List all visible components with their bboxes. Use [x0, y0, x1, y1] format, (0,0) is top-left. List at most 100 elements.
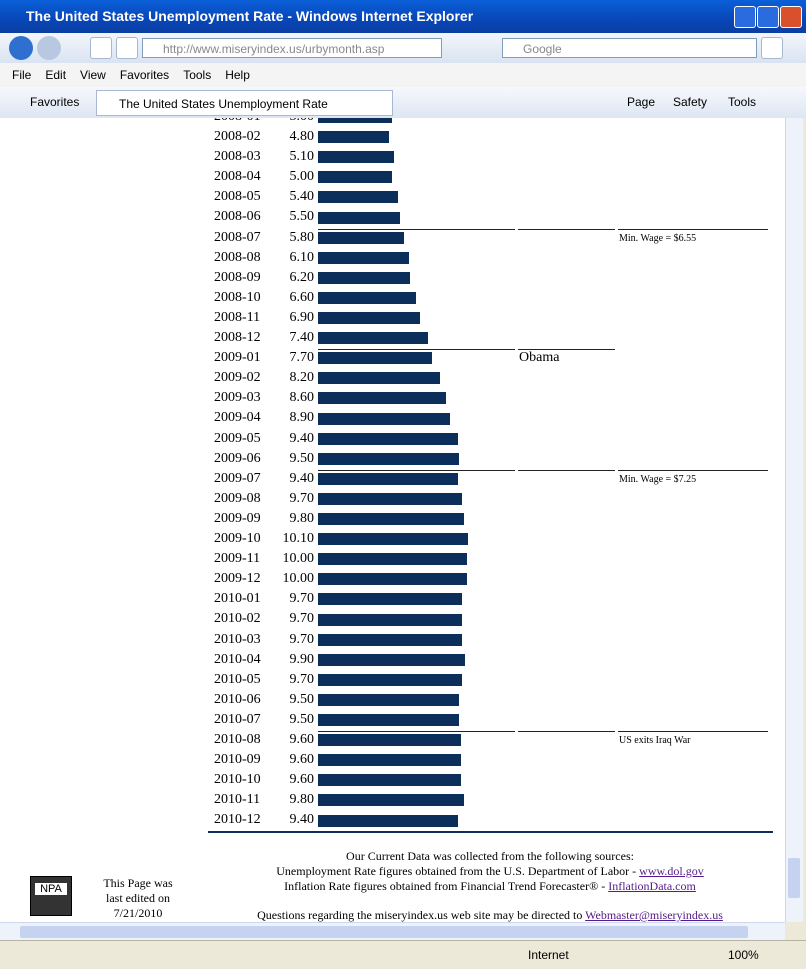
menu-item[interactable]: Edit [45, 68, 67, 82]
rate: 9.60 [289, 772, 315, 788]
rate: 5.00 [289, 169, 315, 185]
maximize-button[interactable] [757, 6, 779, 28]
search-button[interactable] [761, 37, 783, 59]
divider [518, 228, 615, 230]
month: 2010-03 [214, 631, 261, 647]
rate-bar [318, 151, 394, 164]
month: 2009-11 [214, 551, 261, 567]
command-button[interactable]: Safety [673, 95, 708, 109]
month: 2009-08 [214, 490, 261, 506]
title-bar: The United States Unemployment Rate - Wi… [0, 0, 806, 33]
annotation: Min. Wage = $6.55 [619, 232, 697, 244]
stop-button[interactable] [116, 37, 138, 59]
rate: 9.70 [289, 611, 315, 627]
rate: 9.80 [289, 510, 315, 526]
rate-bar [318, 794, 464, 807]
command-button[interactable]: Page [627, 95, 656, 109]
rate: 8.90 [289, 410, 315, 426]
rate: 9.40 [289, 430, 315, 446]
rate: 5.40 [289, 189, 315, 205]
contact-line: Questions regarding the miseryindex.us w… [200, 908, 780, 922]
rate: 5.80 [289, 229, 315, 245]
rate: 8.20 [289, 370, 315, 386]
divider [618, 228, 768, 230]
month: 2009-10 [214, 531, 261, 547]
contact-link[interactable]: Webmaster@miseryindex.us [585, 908, 723, 922]
rate-bar [318, 573, 467, 586]
close-button[interactable] [780, 6, 802, 28]
menu-item[interactable]: View [80, 68, 106, 82]
month: 2010-02 [214, 611, 261, 627]
zoom-level[interactable]: 100% [728, 948, 759, 962]
rate-bar [318, 118, 393, 123]
scroll-thumb[interactable] [20, 926, 748, 938]
month: 2010-09 [214, 752, 261, 768]
month: 2010-01 [214, 591, 261, 607]
source-text: Unemployment Rate figures obtained from … [276, 864, 640, 878]
favorites-bar: Favorites The United States Unemployment… [0, 87, 806, 118]
rate-bar [318, 271, 411, 284]
search-field[interactable]: Google [502, 38, 757, 58]
rate-bar [318, 693, 460, 706]
tab[interactable]: The United States Unemployment Rate [96, 90, 393, 116]
vertical-scrollbar[interactable] [785, 118, 803, 922]
menu-item[interactable]: Help [225, 68, 250, 82]
rate: 6.60 [289, 289, 315, 305]
rate: 7.70 [289, 350, 315, 366]
rate: 10.00 [282, 551, 315, 567]
month: 2010-08 [214, 732, 261, 748]
menu-item[interactable]: Favorites [119, 68, 170, 82]
rate-bar [318, 673, 463, 686]
divider [318, 731, 515, 733]
horizontal-scrollbar[interactable] [0, 922, 785, 941]
logo-text: NPA [35, 883, 67, 895]
rate: 5.50 [289, 209, 315, 225]
search-placeholder: Google [523, 42, 562, 56]
rate: 9.80 [289, 792, 315, 808]
favorites-button[interactable]: Favorites [30, 95, 80, 109]
rate: 5.10 [289, 149, 315, 165]
url: http://www.miseryindex.us/urbymonth.asp [163, 42, 385, 56]
minimize-button[interactable] [734, 6, 756, 28]
source-link[interactable]: www.dol.gov [639, 864, 704, 878]
contact-text: Questions regarding the miseryindex.us w… [257, 908, 586, 922]
divider [518, 731, 615, 733]
divider [618, 469, 768, 471]
rate: 9.70 [289, 591, 315, 607]
source-link[interactable]: InflationData.com [608, 879, 696, 893]
source-line: Unemployment Rate figures obtained from … [200, 864, 780, 879]
command-button[interactable]: Tools [728, 95, 757, 109]
status-bar: Internet 100% [0, 940, 806, 969]
table-bottom-rule [208, 831, 773, 833]
refresh-button[interactable] [90, 37, 112, 59]
month: 2008-09 [214, 269, 261, 285]
rate-bar [318, 452, 460, 465]
month: 2008-06 [214, 209, 261, 225]
menu-item[interactable]: File [12, 68, 32, 82]
rate: 9.70 [289, 631, 315, 647]
scroll-thumb[interactable] [788, 858, 800, 898]
rate-bar [318, 231, 405, 244]
event: Obama [519, 350, 560, 366]
rate: 9.40 [289, 812, 315, 828]
url-field[interactable]: http://www.miseryindex.us/urbymonth.asp [142, 38, 442, 58]
rate: 10.00 [282, 571, 315, 587]
month: 2010-11 [214, 792, 261, 808]
menu-item[interactable]: Tools [183, 68, 212, 82]
source-line: Inflation Rate figures obtained from Fin… [200, 879, 780, 894]
rate: 9.40 [289, 470, 315, 486]
page-content: 2008-015.002008-024.802008-035.102008-04… [0, 118, 785, 922]
rate-bar [318, 613, 463, 626]
rate: 6.20 [289, 269, 315, 285]
forward-button[interactable] [37, 36, 61, 60]
rate-bar [318, 653, 465, 666]
month: 2009-02 [214, 370, 261, 386]
rate: 7.40 [289, 330, 315, 346]
month: 2008-03 [214, 149, 261, 165]
menu-bar: File Edit View Favorites Tools Help [0, 63, 806, 88]
rate-bar [318, 734, 461, 747]
back-button[interactable] [9, 36, 33, 60]
divider [318, 349, 515, 351]
month: 2009-01 [214, 350, 261, 366]
